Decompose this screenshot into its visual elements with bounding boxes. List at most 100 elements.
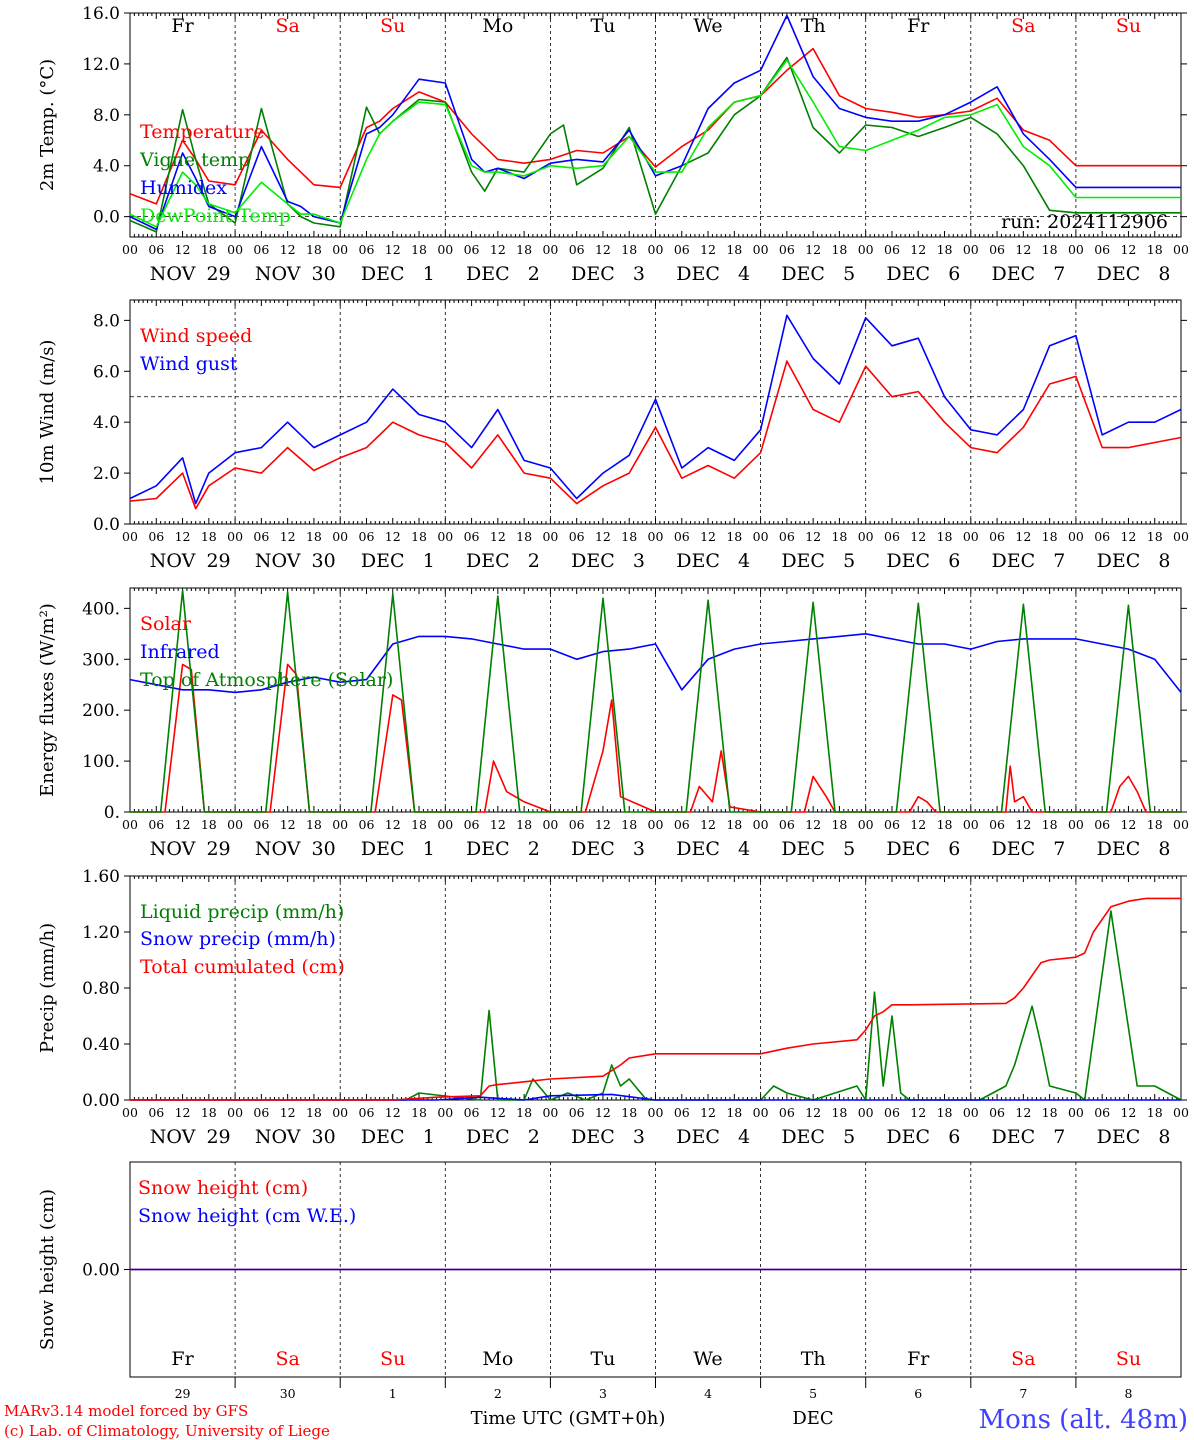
date-month-label: NOV	[150, 550, 196, 572]
y-axis-label: Precip (mm/h)	[37, 923, 58, 1053]
date-day-label: 7	[1053, 263, 1065, 285]
credit-line-1: MARv3.14 model forced by GFS	[4, 1402, 248, 1420]
date-month-label: DEC	[466, 1126, 510, 1148]
hour-tick-label: 12	[595, 529, 611, 544]
hour-tick-label: 00	[648, 529, 664, 544]
chart-panel-4: 0.00 0.40 0.80 1.20 1.60 Precip (mm/h) Liquid …	[37, 867, 1189, 1148]
hour-tick-label: 18	[831, 817, 847, 832]
y-axis-label: 2m Temp. (°C)	[37, 59, 58, 191]
hour-tick-label: 00	[963, 242, 979, 257]
date-month-label: NOV	[150, 263, 196, 285]
date-month-label: DEC	[1097, 838, 1141, 860]
weekday-label: We	[693, 1348, 722, 1370]
date-day-label: 7	[1053, 1126, 1065, 1148]
series-line-wind-speed	[129, 360, 1182, 510]
hour-tick-label: 18	[516, 1105, 532, 1120]
date-month-label: DEC	[1097, 550, 1141, 572]
hour-tick-label: 06	[674, 1105, 690, 1120]
hour-tick-label: 12	[385, 242, 401, 257]
y-tick-label: 400.	[82, 599, 120, 619]
hour-tick-label: 18	[621, 529, 637, 544]
hour-tick-label: 00	[542, 1105, 558, 1120]
hour-tick-label: 18	[411, 817, 427, 832]
hour-tick-label: 18	[831, 529, 847, 544]
date-day-label: 8	[1158, 1126, 1170, 1148]
date-month-label: NOV	[150, 838, 196, 860]
hour-tick-label: 12	[1015, 1105, 1031, 1120]
hour-tick-label: 00	[963, 529, 979, 544]
hour-tick-label: 00	[122, 529, 138, 544]
date-month-label: DEC	[992, 550, 1036, 572]
date-month-label: NOV	[255, 1126, 301, 1148]
hour-tick-label: 00	[1068, 242, 1084, 257]
hour-tick-label: 00	[1173, 817, 1189, 832]
date-month-label: DEC	[781, 550, 825, 572]
date-month-label: DEC	[992, 263, 1036, 285]
location-label: Mons (alt. 48m)	[979, 1405, 1188, 1435]
hour-tick-label: 00	[858, 1105, 874, 1120]
date-day-label: 6	[948, 838, 960, 860]
date-day-label: 2	[528, 838, 540, 860]
hour-tick-label: 00	[437, 1105, 453, 1120]
date-month-label: DEC	[676, 1126, 720, 1148]
date-day-label: 29	[206, 838, 230, 860]
date-day-label: 7	[1053, 550, 1065, 572]
hour-tick-label: 00	[332, 1105, 348, 1120]
chart-panel-1: 0.0 4.0 8.0 12.0 16.0 2m Temp. (°C) Temperatur…	[37, 4, 1189, 285]
hour-tick-label: 18	[937, 817, 953, 832]
hour-tick-label: 00	[437, 242, 453, 257]
date-day-label: 29	[206, 1126, 230, 1148]
date-month-label: DEC	[992, 838, 1036, 860]
date-month-label: NOV	[255, 263, 301, 285]
y-tick-label: 4.0	[93, 157, 120, 177]
hour-tick-label: 12	[910, 242, 926, 257]
weekday-label: Fr	[171, 15, 194, 37]
hour-tick-label: 12	[1120, 242, 1136, 257]
hour-tick-label: 06	[359, 529, 375, 544]
hour-tick-label: 06	[464, 242, 480, 257]
hour-tick-label: 12	[385, 529, 401, 544]
legend-entry: Snow precip (mm/h)	[140, 928, 336, 950]
date-day-label: 7	[1053, 838, 1065, 860]
date-day-label: 3	[633, 550, 645, 572]
hour-tick-label: 00	[332, 817, 348, 832]
hour-tick-label: 12	[1015, 817, 1031, 832]
hour-tick-label: 00	[227, 1105, 243, 1120]
y-tick-label: 100.	[82, 752, 120, 772]
weekday-label: Tu	[590, 15, 615, 37]
y-tick-label: 0.40	[82, 1035, 120, 1055]
date-month-label: DEC	[466, 550, 510, 572]
date-month-label: DEC	[992, 1126, 1036, 1148]
hour-tick-label: 18	[1042, 817, 1058, 832]
hour-tick-label: 06	[569, 1105, 585, 1120]
hour-tick-label: 12	[490, 1105, 506, 1120]
hour-tick-label: 12	[1015, 529, 1031, 544]
hour-tick-label: 18	[726, 529, 742, 544]
hour-tick-label: 18	[831, 242, 847, 257]
weekday-label: We	[693, 15, 722, 37]
bottom-day-number: 29	[175, 1386, 191, 1401]
series-line-infrared	[129, 632, 1182, 694]
hour-tick-label: 12	[385, 817, 401, 832]
legend-entry: Snow height (cm)	[138, 1177, 308, 1199]
hour-tick-label: 00	[1173, 529, 1189, 544]
hour-tick-label: 00	[753, 529, 769, 544]
bottom-day-number: 30	[280, 1386, 296, 1401]
date-day-label: 1	[423, 263, 435, 285]
series-line-dewpoint-temp	[129, 59, 1181, 228]
hour-tick-label: 18	[1147, 817, 1163, 832]
series-line-top-of-atmosphere-solar-	[130, 589, 1181, 813]
date-month-label: NOV	[150, 1126, 196, 1148]
hour-tick-label: 00	[332, 529, 348, 544]
y-tick-label: 200.	[82, 701, 120, 721]
legend-entry: Wind speed	[140, 325, 252, 347]
date-day-label: 8	[1158, 550, 1170, 572]
hour-tick-label: 00	[753, 242, 769, 257]
date-month-label: DEC	[886, 838, 930, 860]
hour-tick-label: 12	[910, 817, 926, 832]
hour-tick-label: 18	[937, 529, 953, 544]
hour-tick-label: 06	[779, 529, 795, 544]
date-month-label: DEC	[886, 263, 930, 285]
hour-tick-label: 00	[332, 242, 348, 257]
